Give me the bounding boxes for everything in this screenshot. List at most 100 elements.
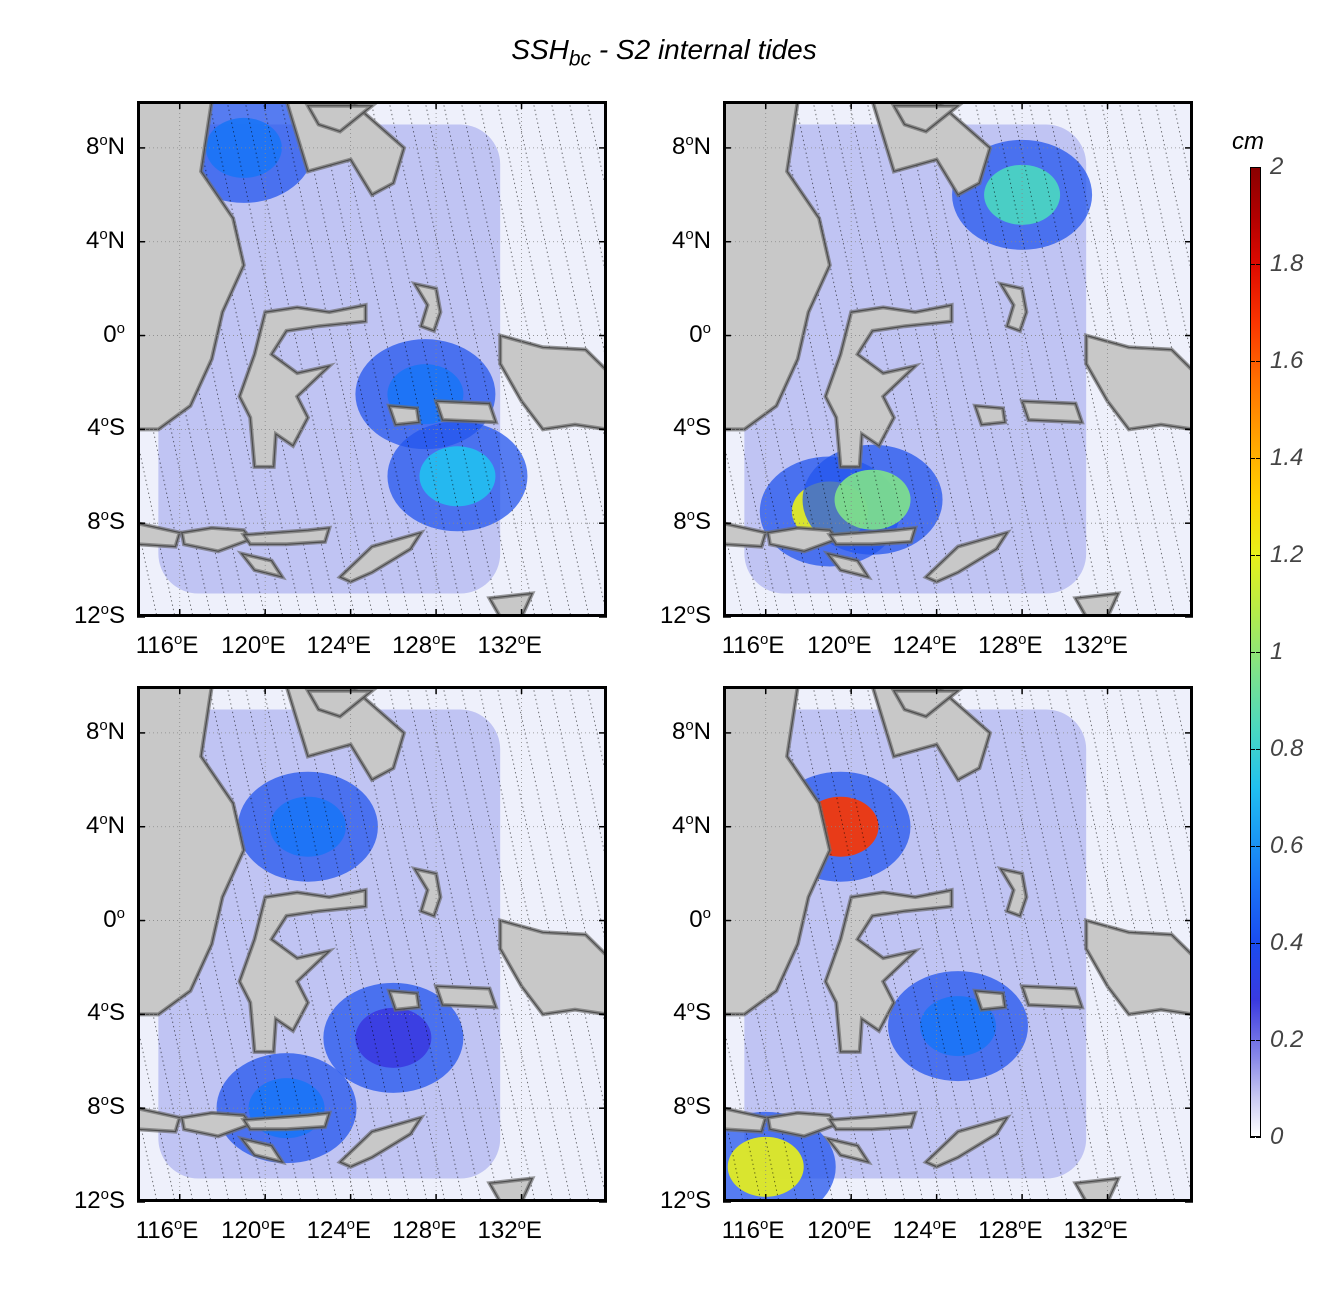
isobath-contour	[236, 1135, 287, 1166]
map-panel-top-left: 116oE 120oE 124oE 128oE 132oE 8oN 4oN 0o 4oS 8oS 1…	[74, 101, 607, 659]
lat-tick-label: 8oS	[673, 1092, 711, 1121]
phase-contour	[623, 101, 733, 617]
lat-tick-label: 8oN	[85, 131, 125, 160]
map-plot	[137, 101, 607, 618]
lon-tick-label: 124oE	[892, 1216, 958, 1244]
isobath-contour	[410, 865, 443, 919]
colorbar-tick-label: 1.4	[1270, 444, 1304, 471]
amplitude-hotspot	[205, 117, 282, 178]
colorbar-tick-mark	[1250, 652, 1255, 653]
isobath-contour	[284, 686, 407, 783]
colorbar-tick-mark	[1256, 264, 1261, 265]
isobath-contour	[410, 280, 443, 334]
lat-tick-label: 4oN	[85, 810, 125, 839]
lon-tick-label: 124oE	[892, 631, 958, 659]
colorbar-tick-mark	[1250, 264, 1255, 265]
map-frame	[137, 686, 607, 1202]
colorbar-tick-mark	[1250, 361, 1255, 362]
isobath-contour	[284, 101, 407, 198]
isobath-contour	[137, 686, 246, 1017]
colorbar-tick-label: 0	[1270, 1123, 1284, 1150]
isobath-contour	[236, 550, 287, 581]
colorbar-tick-mark	[1256, 749, 1261, 750]
isobath-contour	[433, 399, 499, 425]
isobath-contour	[972, 403, 1008, 427]
lon-tick-label: 124oE	[306, 631, 372, 659]
isobath-contour	[1072, 1176, 1122, 1202]
lon-tick-label: 132oE	[1063, 631, 1128, 659]
colorbar-tick-mark	[1250, 749, 1255, 750]
lon-tick-label: 128oE	[978, 1216, 1043, 1244]
map-panel-bottom-right: 116oE 120oE 124oE 128oE 132oE 8oN 4oN 0o 4oS 8oS 1…	[660, 686, 1193, 1244]
colorbar-tick-mark	[1250, 458, 1255, 459]
isobath-contour	[498, 917, 607, 1017]
isobath-contour	[723, 101, 832, 432]
isobath-contour	[826, 1110, 919, 1132]
colorbar-tick-mark	[1256, 846, 1261, 847]
phase-contour	[723, 605, 726, 617]
lat-tick-label: 8oN	[671, 131, 711, 160]
colorbar-tick-label: 0.2	[1270, 1026, 1304, 1053]
isobath-contour	[826, 525, 919, 547]
isobath-contour	[723, 686, 832, 1017]
lat-tick-label: 8oS	[87, 1092, 125, 1121]
phase-contour	[723, 1190, 726, 1202]
isobath-contour	[1084, 332, 1193, 432]
lon-tick-label: 128oE	[392, 631, 457, 659]
colorbar-tick-label: 2	[1270, 153, 1284, 180]
map-plot	[137, 686, 607, 1203]
lon-tick-label: 116oE	[721, 1216, 785, 1244]
colorbar-tick-mark	[1256, 1040, 1261, 1041]
lon-tick-label: 116oE	[135, 631, 199, 659]
colorbar-tick-mark	[1250, 167, 1255, 168]
colorbar-tick-mark	[1250, 555, 1255, 556]
lon-tick-label: 132oE	[477, 1216, 542, 1244]
colorbar-tick-mark	[1250, 1040, 1255, 1041]
isobath-contour	[386, 403, 422, 427]
isobath-contour	[822, 1135, 873, 1166]
amplitude-hotspot	[419, 446, 496, 507]
map-frame	[137, 101, 607, 617]
lon-tick-label: 120oE	[807, 631, 872, 659]
lat-tick-label: 4oS	[87, 413, 125, 442]
lat-tick-label: 12oS	[659, 601, 711, 629]
lon-tick-label: 120oE	[807, 1216, 872, 1244]
lat-tick-label: 0o	[689, 904, 711, 933]
lat-tick-label: 8oS	[673, 507, 711, 536]
lon-tick-label: 132oE	[477, 631, 542, 659]
lon-tick-label: 124oE	[306, 1216, 372, 1244]
lat-tick-label: 8oN	[85, 716, 125, 745]
colorbar-tick-mark	[1256, 652, 1261, 653]
colorbar-tick-mark	[1256, 458, 1261, 459]
lon-tick-label: 120oE	[221, 1216, 286, 1244]
phase-contour	[137, 1190, 140, 1202]
lon-tick-label: 128oE	[392, 1216, 457, 1244]
isobath-contour	[240, 1110, 333, 1132]
colorbar-tick-mark	[1250, 846, 1255, 847]
lat-tick-label: 12oS	[73, 1186, 125, 1214]
colorbar-tick-label: 0.6	[1270, 832, 1304, 859]
lat-tick-label: 12oS	[73, 601, 125, 629]
lon-tick-label: 120oE	[221, 631, 286, 659]
lat-tick-label: 8oN	[671, 716, 711, 745]
isobath-contour	[823, 887, 954, 1054]
isobath-contour	[240, 525, 333, 547]
colorbar-tick-label: 1.8	[1270, 250, 1304, 277]
isobath-contour	[996, 280, 1029, 334]
phase-contour	[623, 686, 733, 1202]
colorbar-tick-mark	[1256, 555, 1261, 556]
lat-tick-label: 12oS	[659, 1186, 711, 1214]
colorbar-tick-mark	[1256, 361, 1261, 362]
isobath-contour	[723, 521, 769, 549]
colorbar-tick-label: 1.6	[1270, 347, 1304, 374]
colorbar-tick-mark	[1256, 1137, 1261, 1138]
map-panel-top-right: 116oE 120oE 124oE 128oE 132oE 8oN 4oN 0o 4oS 8oS 1…	[660, 101, 1193, 659]
isobath-contour	[137, 1106, 183, 1134]
isobath-contour	[1084, 917, 1193, 1017]
colorbar-tick-label: 0.4	[1270, 929, 1304, 956]
isobath-contour	[1019, 984, 1085, 1010]
map-plot	[723, 686, 1193, 1203]
isobath-contour	[1019, 399, 1085, 425]
isobath-contour	[137, 101, 246, 432]
lon-tick-label: 116oE	[721, 631, 785, 659]
